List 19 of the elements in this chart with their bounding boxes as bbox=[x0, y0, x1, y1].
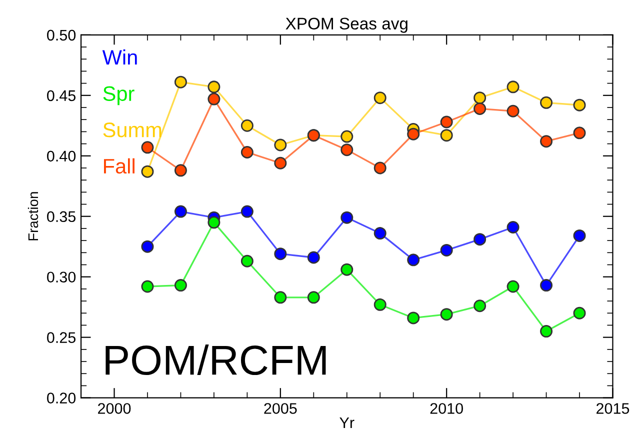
x-tick-label: 2015 bbox=[596, 403, 630, 414]
text: Win bbox=[102, 49, 137, 65]
series-label: Fall bbox=[104, 158, 134, 174]
x-tick-label: 2000 bbox=[98, 403, 131, 414]
y-tick-label: 0.20 bbox=[47, 392, 76, 404]
y-tick-label: 0.45 bbox=[47, 90, 76, 102]
x-tick-label: 2005 bbox=[264, 403, 297, 414]
x-tick-label: 2010 bbox=[430, 403, 463, 414]
y-tick-label: 0.40 bbox=[47, 150, 76, 162]
chart-title: XPOM Seas avg bbox=[286, 18, 408, 33]
series-label: Summ bbox=[103, 122, 162, 138]
y-tick-label: 0.30 bbox=[47, 272, 76, 283]
text: Spr bbox=[103, 86, 134, 106]
annotation: POM/RCFM bbox=[106, 344, 326, 376]
y-tick-label: 0.25 bbox=[47, 332, 76, 344]
y-tick-label: 0.50 bbox=[47, 30, 76, 41]
y-axis-title: Fraction bbox=[28, 192, 38, 240]
x-axis-title: Yr bbox=[340, 417, 354, 428]
y-tick-label: 0.35 bbox=[47, 211, 76, 222]
